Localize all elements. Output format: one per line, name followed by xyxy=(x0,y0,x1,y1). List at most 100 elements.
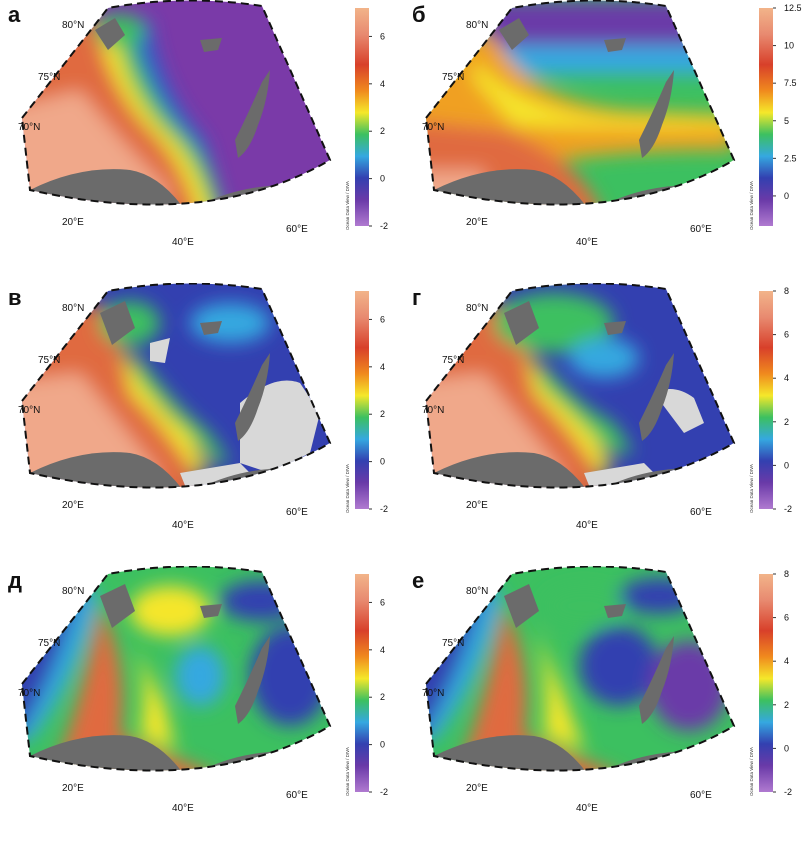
map-panel-a: а 80°N 75°N 70°N 20°E 40°E 60°E xyxy=(0,0,404,283)
land-svalbard xyxy=(504,301,539,345)
lat-label-70: 70°N xyxy=(422,122,444,133)
land-scandinavia xyxy=(434,452,594,488)
colorbar-tick-label: 6 xyxy=(380,31,385,41)
lon-label-60: 60°E xyxy=(286,224,308,235)
lat-label-80: 80°N xyxy=(62,303,84,314)
lat-label-75: 75°N xyxy=(38,638,60,649)
colorbar-tick-label: 0 xyxy=(784,460,789,470)
colorbar xyxy=(759,8,773,226)
colorbar-tick-label: 2.5 xyxy=(784,153,797,163)
lon-label-20: 20°E xyxy=(62,217,84,228)
land-scandinavia xyxy=(30,735,190,771)
lon-label-60: 60°E xyxy=(690,224,712,235)
lon-label-40: 40°E xyxy=(172,803,194,814)
credit: Ocean Data View / DIVA xyxy=(345,181,350,230)
panel-letter: д xyxy=(8,568,22,593)
land-scandinavia xyxy=(30,452,190,488)
lat-label-70: 70°N xyxy=(422,688,444,699)
colorbar-tick-label: -2 xyxy=(784,504,792,514)
lat-label-70: 70°N xyxy=(422,405,444,416)
land-novaya-zemlya xyxy=(235,70,270,158)
colorbar-tick-label: 0 xyxy=(784,743,789,753)
lat-label-75: 75°N xyxy=(442,72,464,83)
colorbar xyxy=(759,291,773,509)
colorbar-tick-label: 0 xyxy=(380,740,385,750)
temperature-map: 80°N 75°N 70°N 20°E 40°E 60°E 6 4 2 0 -2 Oce… xyxy=(18,283,388,531)
lon-label-60: 60°E xyxy=(286,507,308,518)
colorbar xyxy=(355,574,369,792)
lat-label-70: 70°N xyxy=(18,122,40,133)
land-svalbard xyxy=(100,301,135,345)
colorbar-tick-label: 4 xyxy=(380,645,385,655)
colorbar-tick-label: 2 xyxy=(784,700,789,710)
credit: Ocean Data View / DIVA xyxy=(345,747,350,796)
colorbar xyxy=(355,8,369,226)
land-novaya-zemlya xyxy=(235,353,270,441)
lon-label-40: 40°E xyxy=(576,237,598,248)
map-panel-e: е 80°N 75°N 70°N 20°E 40°E 60° xyxy=(404,566,808,849)
colorbar-tick-label: 8 xyxy=(784,286,789,296)
credit: Ocean Data View / DIVA xyxy=(749,464,754,513)
colorbar-tick-label: 0 xyxy=(380,174,385,184)
colorbar-tick-label: 0 xyxy=(784,191,789,201)
panel-letter: в xyxy=(8,285,22,310)
colorbar-tick-label: 10 xyxy=(784,41,794,51)
land-novaya-zemlya xyxy=(639,70,674,158)
lat-label-80: 80°N xyxy=(466,586,488,597)
lat-label-75: 75°N xyxy=(38,72,60,83)
colorbar-tick-label: -2 xyxy=(380,787,388,797)
lat-label-80: 80°N xyxy=(466,20,488,31)
lon-label-20: 20°E xyxy=(62,500,84,511)
colorbar-tick-label: 4 xyxy=(784,656,789,666)
colorbar-tick-label: 4 xyxy=(380,79,385,89)
colorbar-tick-label: 2 xyxy=(380,692,385,702)
colorbar-tick-label: 6 xyxy=(380,597,385,607)
lon-label-60: 60°E xyxy=(690,790,712,801)
colorbar-tick-label: 5 xyxy=(784,116,789,126)
lon-label-20: 20°E xyxy=(466,783,488,794)
lat-label-70: 70°N xyxy=(18,688,40,699)
credit: Ocean Data View / DIVA xyxy=(749,181,754,230)
lon-label-20: 20°E xyxy=(466,217,488,228)
lon-label-40: 40°E xyxy=(576,520,598,531)
colorbar-tick-label: 8 xyxy=(784,569,789,579)
land-scandinavia xyxy=(434,735,594,771)
lat-label-75: 75°N xyxy=(38,355,60,366)
temperature-map: 80°N 75°N 70°N 20°E 40°E 60°E 8 6 4 2 0 -2 Oc… xyxy=(422,566,792,814)
lon-label-20: 20°E xyxy=(466,500,488,511)
colorbar-tick-label: -2 xyxy=(784,787,792,797)
land-svalbard xyxy=(504,584,539,628)
colorbar-tick-label: 2 xyxy=(380,409,385,419)
colorbar-tick-label: 4 xyxy=(380,362,385,372)
colorbar xyxy=(759,574,773,792)
map-panel-v: в 80°N 75°N 70°N 20°E 40°E 60°E xyxy=(0,283,404,566)
panel-letter: г xyxy=(412,285,422,310)
land-franz-josef xyxy=(604,38,626,52)
colorbar xyxy=(355,291,369,509)
land-svalbard xyxy=(100,584,135,628)
ice-cover xyxy=(150,338,320,488)
temperature-map: 80°N 75°N 70°N 20°E 40°E 60°E 8 6 4 2 0 -2 Oc… xyxy=(422,283,792,531)
colorbar-tick-label: 6 xyxy=(784,613,789,623)
lat-label-80: 80°N xyxy=(466,303,488,314)
lon-label-40: 40°E xyxy=(172,520,194,531)
lon-label-60: 60°E xyxy=(690,507,712,518)
temperature-map: 80°N 75°N 70°N 20°E 40°E 60°E 6 4 2 0 -2 Oce… xyxy=(18,0,388,248)
colorbar-tick-label: 4 xyxy=(784,373,789,383)
land-novaya-zemlya xyxy=(639,636,674,724)
temperature-map: 80°N 75°N 70°N 20°E 40°E 60°E 6 4 2 0 -2 Oce… xyxy=(18,566,388,814)
lat-label-70: 70°N xyxy=(18,405,40,416)
lon-label-40: 40°E xyxy=(172,237,194,248)
land-svalbard xyxy=(499,18,529,50)
colorbar-tick-label: 6 xyxy=(380,314,385,324)
panel-letter: е xyxy=(412,568,425,593)
lat-label-80: 80°N xyxy=(62,586,84,597)
map-panel-b: б 80°N 75°N 70°N 20°E 40°E 60°E 12.5 10 7 xyxy=(404,0,808,283)
temperature-map: 80°N 75°N 70°N 20°E 40°E 60°E 12.5 10 7.5 5… xyxy=(422,0,802,248)
land-franz-josef xyxy=(200,604,222,618)
colorbar-tick-label: 12.5 xyxy=(784,3,802,13)
colorbar-tick-label: -2 xyxy=(380,504,388,514)
ice-cover xyxy=(584,389,704,488)
colorbar-tick-label: 2 xyxy=(784,417,789,427)
lat-label-75: 75°N xyxy=(442,355,464,366)
